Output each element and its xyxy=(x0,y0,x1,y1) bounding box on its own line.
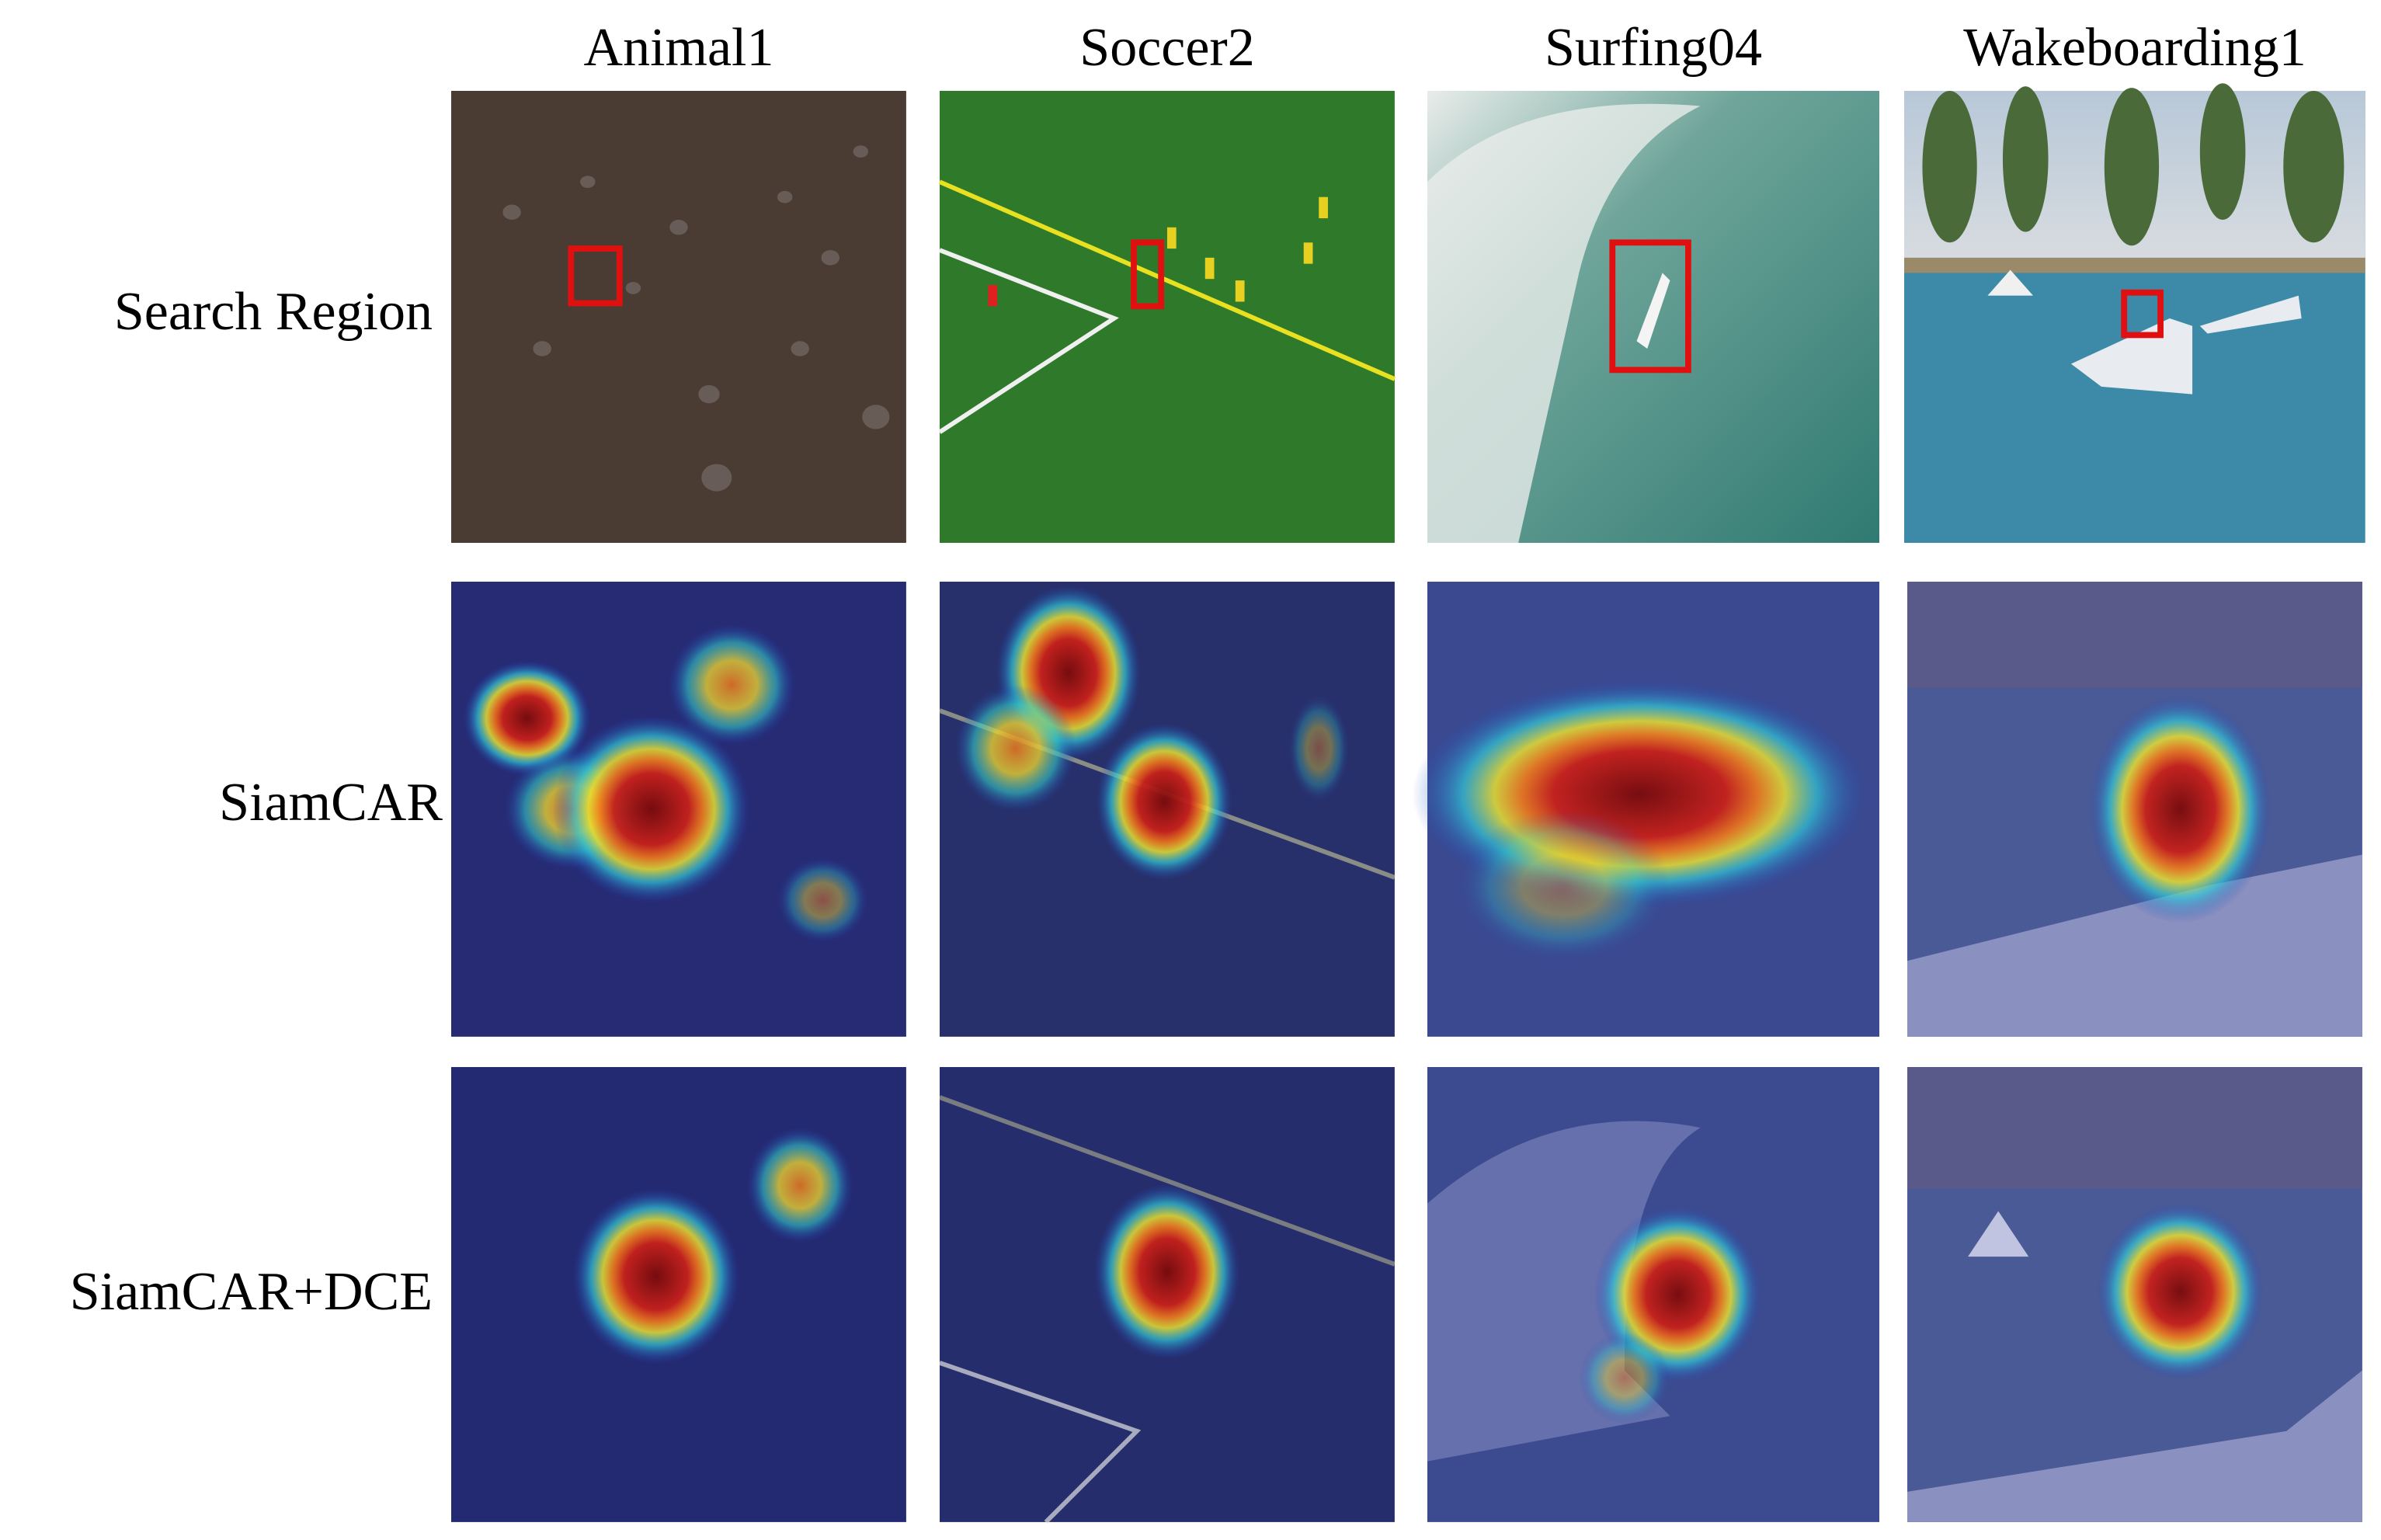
heatmap-siamcar-soccer2 xyxy=(938,582,1396,1037)
row-label: SiamCAR+DCE xyxy=(70,1262,433,1322)
image-animal1 xyxy=(451,91,906,543)
image-wakeboarding1 xyxy=(1904,83,2365,543)
heatmap-dce-surfing04 xyxy=(1427,1067,1879,1522)
heatmap-dce-animal1 xyxy=(451,1067,906,1522)
column-header: Animal1 xyxy=(584,18,774,78)
heatmap-dce-wakeboarding1 xyxy=(1907,1067,2362,1522)
row-label: Search Region xyxy=(114,282,433,342)
column-header: Wakeboarding1 xyxy=(1963,18,2306,78)
image-surfing04 xyxy=(1427,91,1879,543)
image-soccer2 xyxy=(938,91,1396,543)
heatmap-siamcar-wakeboarding1 xyxy=(1907,582,2362,1037)
heatmap-siamcar-surfing04 xyxy=(1412,582,1879,1037)
heatmap-dce-soccer2 xyxy=(938,1067,1396,1524)
column-header: Soccer2 xyxy=(1079,18,1254,78)
row-label: SiamCAR xyxy=(219,773,443,833)
heatmap-siamcar-animal1 xyxy=(451,582,906,1037)
column-header: Surfing04 xyxy=(1545,18,1762,78)
